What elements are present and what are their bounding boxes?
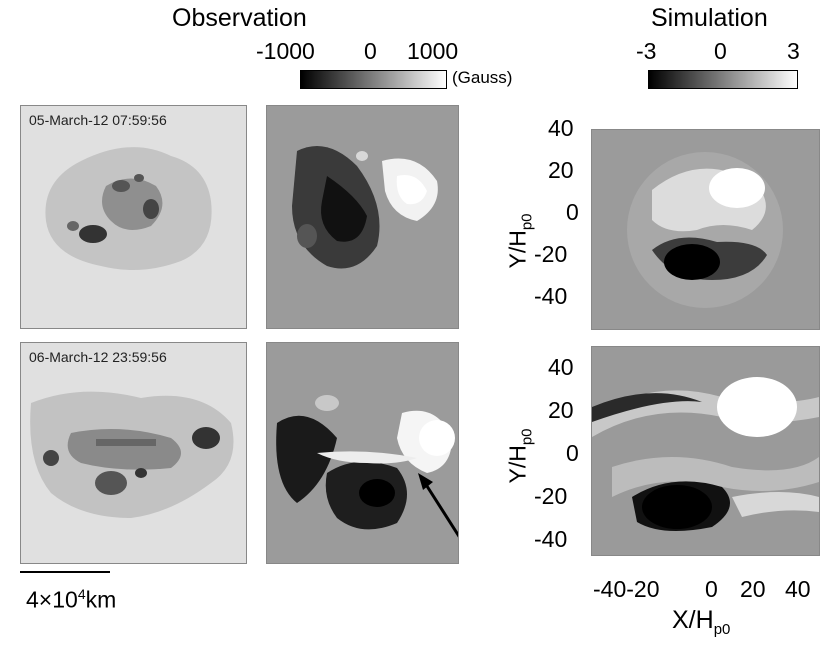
simulation-panel-row2 — [591, 346, 820, 556]
sunspot-image-row1 — [45, 147, 212, 270]
sim-colorbar-tick-zero: 0 — [714, 38, 727, 64]
scale-bar — [20, 571, 110, 573]
sunspot-image-row2 — [30, 391, 234, 518]
x-tick-0: 0 — [705, 576, 718, 602]
y-axis-label-row2: Y/Hp0 — [505, 428, 536, 483]
simulation-panel-row1 — [591, 129, 820, 330]
y-tick-r2-40: 40 — [548, 354, 574, 380]
magnetogram-panel-row1 — [266, 105, 459, 329]
magnetogram-panel-row2 — [266, 342, 459, 564]
simulation-image-row2 — [592, 347, 819, 555]
y-axis-label-row1: Y/Hp0 — [505, 213, 536, 268]
y-tick-r1-neg40: -40 — [534, 283, 568, 309]
y-tick-r2-0: 0 — [566, 440, 579, 466]
y-axis-label-text: Y/H — [504, 230, 531, 269]
timestamp-row1: 05-March-12 07:59:56 — [29, 112, 167, 128]
obs-colorbar-tick-min: -1000 — [256, 38, 315, 64]
arrow-line — [423, 482, 458, 538]
y-tick-r2-neg40: -40 — [534, 526, 568, 552]
obs-colorbar-unit: (Gauss) — [452, 68, 513, 87]
y-axis-label-sub: p0 — [518, 213, 536, 231]
scale-bar-label: 4×104km — [26, 586, 116, 614]
simulation-image-row1 — [627, 152, 783, 308]
obs-colorbar-tick-zero: 0 — [364, 38, 377, 64]
y-tick-r2-20: 20 — [548, 397, 574, 423]
x-axis-label-text: X/H — [672, 606, 714, 634]
sim-colorbar-tick-max: 3 — [787, 38, 800, 64]
sim-colorbar-tick-min: -3 — [636, 38, 657, 64]
continuum-panel-row1: 05-March-12 07:59:56 — [20, 105, 247, 329]
x-tick-20: 20 — [740, 576, 766, 602]
scale-bar-prefix: 4×10 — [26, 586, 78, 613]
simulation-header: Simulation — [651, 4, 768, 32]
scale-bar-suffix: km — [85, 586, 117, 613]
continuum-panel-row2: 06-March-12 23:59:56 — [20, 342, 247, 564]
y-axis-label-sub: p0 — [518, 428, 536, 446]
y-tick-r1-40: 40 — [548, 115, 574, 141]
x-tick-neg40-neg20: -40-20 — [593, 576, 660, 602]
arrow-head — [418, 473, 433, 490]
scale-bar-exponent: 4 — [77, 586, 86, 602]
y-tick-r1-20: 20 — [548, 157, 574, 183]
y-tick-r1-0: 0 — [566, 199, 579, 225]
obs-colorbar-tick-max: 1000 — [407, 38, 459, 64]
x-tick-40: 40 — [785, 576, 811, 602]
timestamp-row2: 06-March-12 23:59:56 — [29, 349, 167, 365]
x-axis-label: X/Hp0 — [672, 606, 730, 638]
observation-header: Observation — [172, 4, 307, 32]
magnetogram-image-row1 — [292, 146, 438, 269]
y-axis-label-text: Y/H — [504, 445, 531, 484]
y-tick-r2-neg20: -20 — [534, 483, 568, 509]
sim-colorbar — [648, 70, 798, 89]
magnetogram-image-row2 — [276, 395, 458, 538]
y-tick-r1-neg20: -20 — [534, 241, 568, 267]
x-axis-label-sub: p0 — [713, 621, 731, 638]
obs-colorbar — [300, 70, 447, 89]
